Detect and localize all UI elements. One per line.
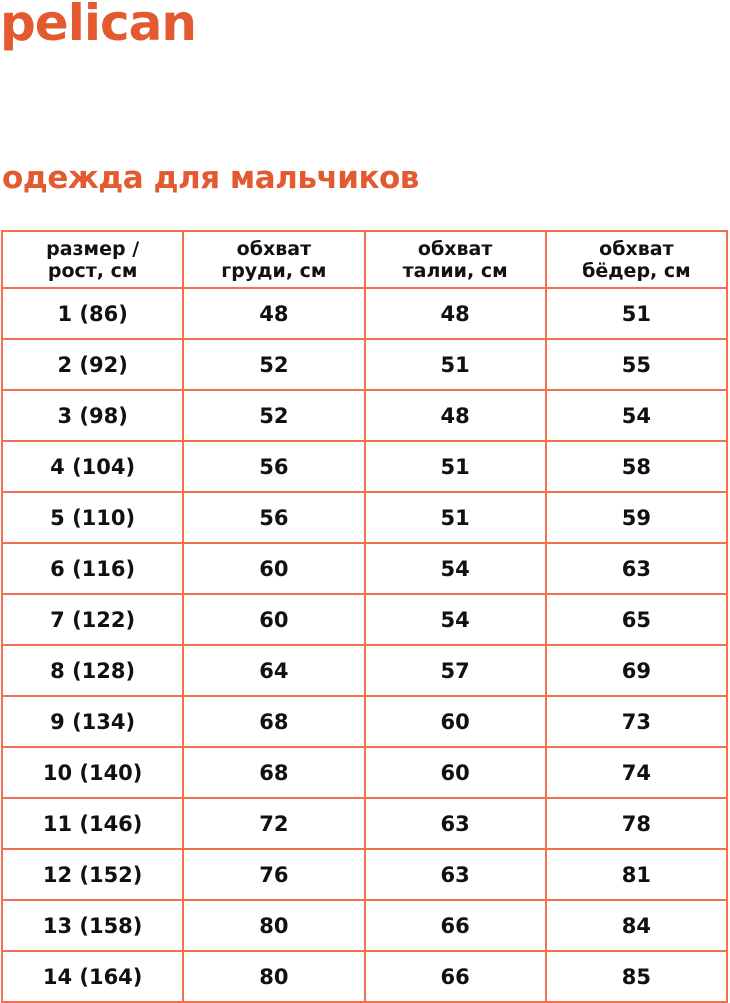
cell-size-height: 13 (158) [0, 899, 185, 952]
cell-hips: 54 [544, 389, 729, 442]
table-row: 11 (146) 72 63 78 [0, 797, 729, 850]
cell-hips: 84 [544, 899, 729, 952]
cell-chest: 52 [182, 389, 366, 442]
cell-waist: 63 [363, 848, 547, 901]
header-waist: обхват талии, см [363, 230, 547, 289]
cell-hips: 59 [544, 491, 729, 544]
cell-waist: 51 [363, 338, 547, 391]
cell-chest: 64 [182, 644, 366, 697]
header-line: обхват [236, 237, 312, 260]
cell-size-height: 11 (146) [0, 797, 185, 850]
cell-chest: 60 [182, 542, 366, 595]
cell-waist: 51 [363, 491, 547, 544]
cell-hips: 81 [544, 848, 729, 901]
cell-size-height: 1 (86) [0, 287, 185, 340]
cell-hips: 69 [544, 644, 729, 697]
cell-waist: 63 [363, 797, 547, 850]
cell-size-height: 4 (104) [0, 440, 185, 493]
cell-size-height: 8 (128) [0, 644, 185, 697]
cell-hips: 51 [544, 287, 729, 340]
header-line: рост, см [47, 259, 138, 282]
cell-size-height: 2 (92) [0, 338, 185, 391]
size-chart-table: размер / рост, см обхват груди, см обхват тал… [0, 230, 729, 1003]
cell-size-height: 10 (140) [0, 746, 185, 799]
cell-waist: 51 [363, 440, 547, 493]
table-row: 3 (98) 52 48 54 [0, 389, 729, 442]
cell-waist: 60 [363, 695, 547, 748]
cell-hips: 85 [544, 950, 729, 1003]
header-line: размер / [46, 237, 140, 260]
cell-hips: 78 [544, 797, 729, 850]
table-row: 5 (110) 56 51 59 [0, 491, 729, 544]
header-line: бёдер, см [582, 259, 691, 282]
header-line: обхват [599, 237, 674, 260]
table-row: 1 (86) 48 48 51 [0, 287, 729, 340]
header-line: обхват [417, 237, 493, 260]
cell-chest: 56 [182, 440, 366, 493]
cell-size-height: 5 (110) [0, 491, 185, 544]
cell-size-height: 12 (152) [0, 848, 185, 901]
cell-waist: 48 [363, 287, 547, 340]
cell-chest: 72 [182, 797, 366, 850]
cell-chest: 68 [182, 695, 366, 748]
cell-chest: 60 [182, 593, 366, 646]
cell-chest: 80 [182, 899, 366, 952]
table-row: 14 (164) 80 66 85 [0, 950, 729, 1003]
cell-waist: 66 [363, 899, 547, 952]
table-row: 4 (104) 56 51 58 [0, 440, 729, 493]
table-row: 13 (158) 80 66 84 [0, 899, 729, 952]
table-row: 2 (92) 52 51 55 [0, 338, 729, 391]
table-row: 7 (122) 60 54 65 [0, 593, 729, 646]
cell-chest: 48 [182, 287, 366, 340]
table-row: 10 (140) 68 60 74 [0, 746, 729, 799]
cell-hips: 63 [544, 542, 729, 595]
cell-size-height: 14 (164) [0, 950, 185, 1003]
header-row: размер / рост, см обхват груди, см обхват тал… [0, 230, 729, 289]
cell-chest: 52 [182, 338, 366, 391]
pelican-logo: pelican [0, 0, 197, 52]
header-size-height: размер / рост, см [0, 230, 185, 289]
cell-waist: 54 [363, 593, 547, 646]
table-row: 6 (116) 60 54 63 [0, 542, 729, 595]
cell-size-height: 3 (98) [0, 389, 185, 442]
cell-waist: 60 [363, 746, 547, 799]
page-title: одежда для мальчиков [2, 160, 419, 196]
cell-size-height: 6 (116) [0, 542, 185, 595]
cell-size-height: 9 (134) [0, 695, 185, 748]
header-line: талии, см [402, 259, 508, 282]
header-hips: обхват бёдер, см [544, 230, 729, 289]
cell-waist: 54 [363, 542, 547, 595]
cell-hips: 73 [544, 695, 729, 748]
cell-waist: 57 [363, 644, 547, 697]
cell-hips: 58 [544, 440, 729, 493]
table-row: 8 (128) 64 57 69 [0, 644, 729, 697]
cell-chest: 76 [182, 848, 366, 901]
header-line: груди, см [221, 259, 327, 282]
cell-hips: 74 [544, 746, 729, 799]
cell-hips: 65 [544, 593, 729, 646]
cell-waist: 66 [363, 950, 547, 1003]
cell-hips: 55 [544, 338, 729, 391]
cell-chest: 56 [182, 491, 366, 544]
table-row: 12 (152) 76 63 81 [0, 848, 729, 901]
cell-waist: 48 [363, 389, 547, 442]
table-row: 9 (134) 68 60 73 [0, 695, 729, 748]
cell-chest: 68 [182, 746, 366, 799]
header-chest: обхват груди, см [182, 230, 366, 289]
cell-chest: 80 [182, 950, 366, 1003]
cell-size-height: 7 (122) [0, 593, 185, 646]
